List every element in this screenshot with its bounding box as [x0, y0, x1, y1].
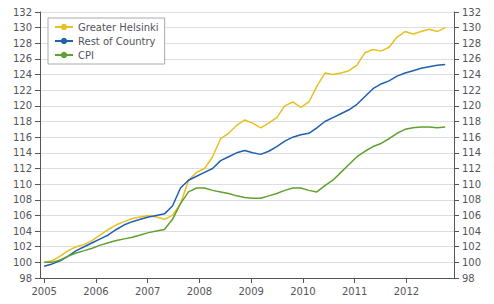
svg-text:108: 108 — [462, 194, 481, 205]
svg-text:114: 114 — [13, 147, 32, 158]
svg-text:100: 100 — [462, 257, 481, 268]
svg-text:122: 122 — [13, 85, 32, 96]
svg-text:100: 100 — [13, 257, 32, 268]
svg-text:110: 110 — [462, 179, 481, 190]
svg-text:2012: 2012 — [394, 286, 419, 297]
svg-text:120: 120 — [13, 100, 32, 111]
svg-text:106: 106 — [462, 210, 481, 221]
svg-text:128: 128 — [462, 38, 481, 49]
svg-text:130: 130 — [13, 22, 32, 33]
svg-text:112: 112 — [462, 163, 481, 174]
svg-text:2005: 2005 — [31, 286, 56, 297]
svg-text:98: 98 — [462, 273, 475, 284]
svg-text:118: 118 — [13, 116, 32, 127]
svg-text:2010: 2010 — [290, 286, 315, 297]
svg-text:104: 104 — [462, 226, 481, 237]
svg-text:128: 128 — [13, 38, 32, 49]
svg-text:2008: 2008 — [187, 286, 212, 297]
svg-text:124: 124 — [13, 69, 32, 80]
svg-text:116: 116 — [13, 132, 32, 143]
svg-text:118: 118 — [462, 116, 481, 127]
svg-text:102: 102 — [462, 241, 481, 252]
svg-text:126: 126 — [13, 53, 32, 64]
svg-text:132: 132 — [13, 7, 32, 18]
svg-text:110: 110 — [13, 179, 32, 190]
svg-text:114: 114 — [462, 147, 481, 158]
svg-text:120: 120 — [462, 100, 481, 111]
svg-text:116: 116 — [462, 132, 481, 143]
svg-text:112: 112 — [13, 163, 32, 174]
svg-text:CPI: CPI — [78, 50, 94, 61]
svg-text:Rest of Country: Rest of Country — [78, 36, 156, 47]
svg-text:126: 126 — [462, 53, 481, 64]
svg-text:2009: 2009 — [238, 286, 263, 297]
svg-text:2007: 2007 — [135, 286, 160, 297]
svg-text:132: 132 — [462, 7, 481, 18]
svg-text:Greater Helsinki: Greater Helsinki — [78, 22, 159, 33]
svg-text:102: 102 — [13, 241, 32, 252]
svg-text:106: 106 — [13, 210, 32, 221]
svg-text:122: 122 — [462, 85, 481, 96]
svg-text:2011: 2011 — [342, 286, 367, 297]
svg-text:98: 98 — [19, 273, 32, 284]
svg-text:108: 108 — [13, 194, 32, 205]
svg-text:130: 130 — [462, 22, 481, 33]
svg-text:104: 104 — [13, 226, 32, 237]
svg-text:2006: 2006 — [83, 286, 108, 297]
svg-text:124: 124 — [462, 69, 481, 80]
